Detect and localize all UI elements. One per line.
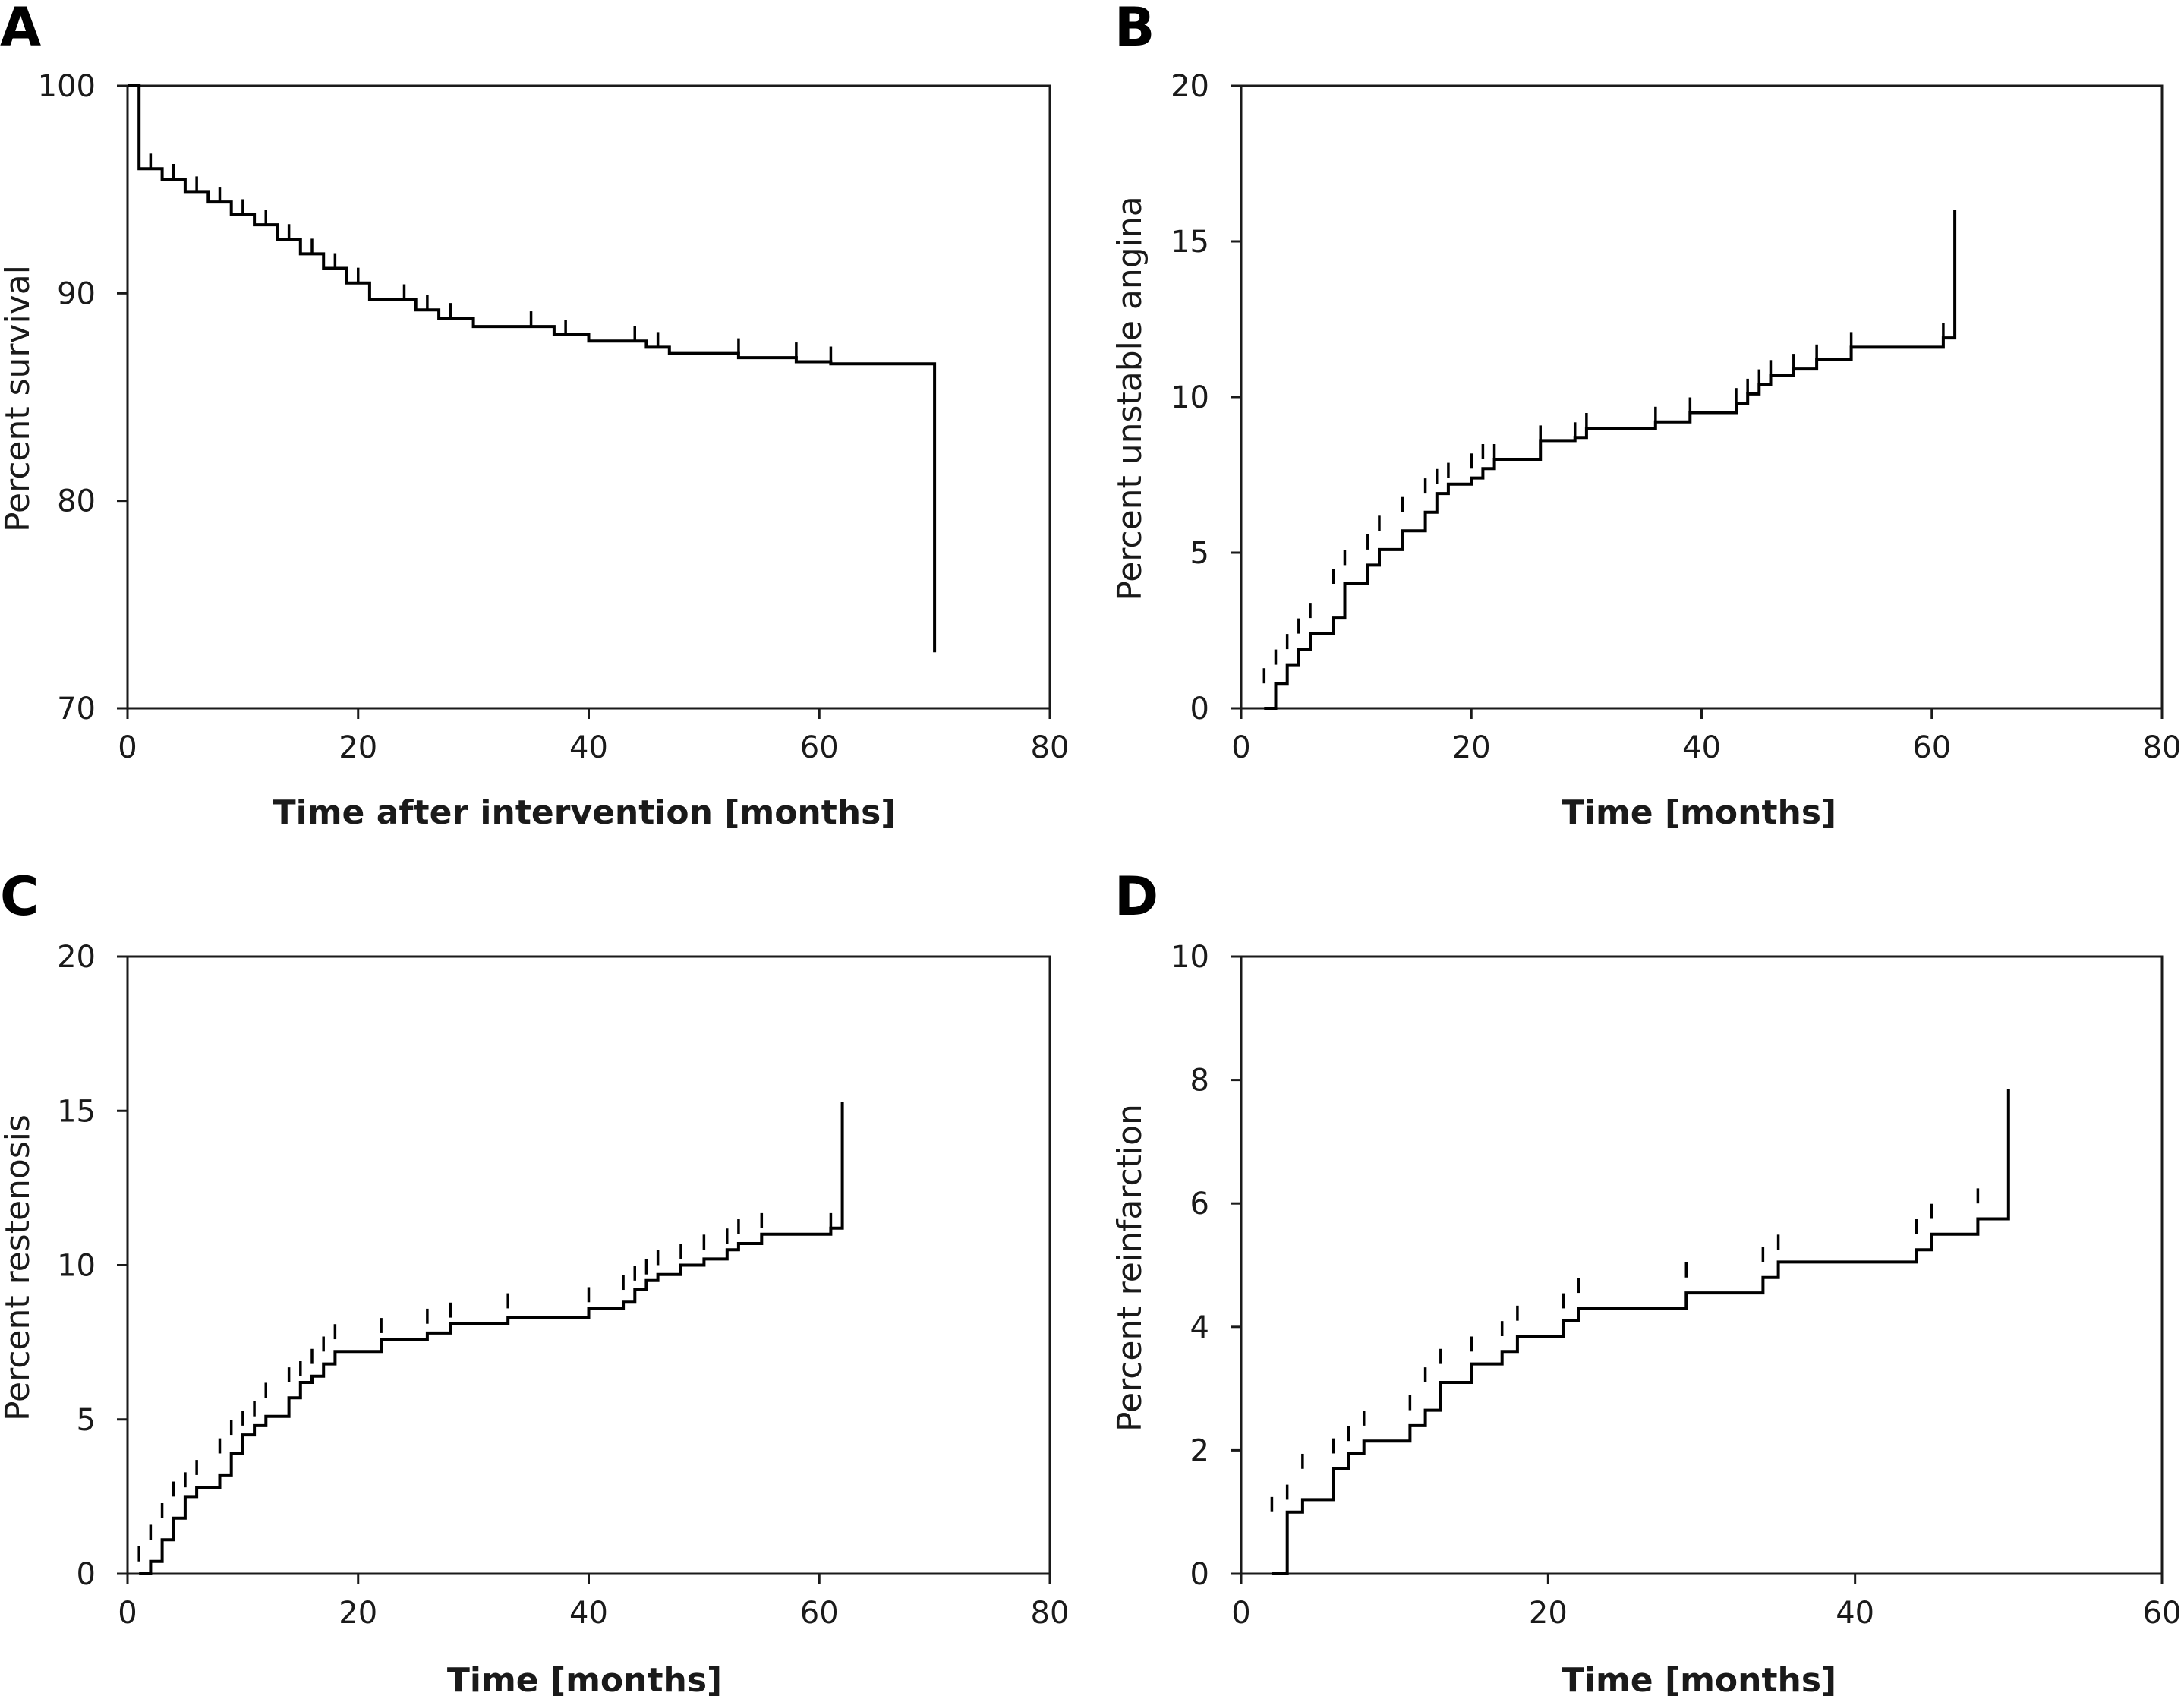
panel-d-y-tick-label: 6 [1190,1187,1209,1221]
panel-d-ylabel: Percent reinfarction [1111,1104,1149,1432]
panel-c-y-tick-label: 20 [57,940,96,975]
panel-c-y-tick-label: 15 [57,1094,96,1129]
panel-b-letter: B [1114,0,1155,58]
panel-c-x-tick-label: 60 [800,1596,839,1631]
panel-a-x-tick-label: 20 [339,730,377,765]
panel-c-x-tick-label: 40 [569,1596,608,1631]
panel-c-frame [126,955,1051,1575]
panel-b-y-tick-label: 15 [1171,225,1209,260]
panel-b-x-tick-label: 20 [1452,730,1491,765]
panel-d-y-tick-label: 0 [1190,1557,1209,1592]
panel-b-frame [1240,84,2164,710]
panel-b-x-tick-label: 40 [1682,730,1721,765]
panel-c-letter: C [0,865,39,928]
panel-d-letter: D [1114,865,1158,928]
panel-b-xlabel: Time [months] [1562,793,1836,832]
panel-d-x-tick-label: 60 [2143,1596,2182,1631]
panel-d-frame [1240,955,2164,1575]
panel-d-x-tick-label: 40 [1836,1596,1874,1631]
panel-d-x-tick-label: 0 [1231,1596,1250,1631]
panel-d-y-tick-label: 2 [1190,1433,1209,1468]
panel-a-y-tick-label: 70 [57,692,96,727]
panel-b-x-tick-label: 0 [1231,730,1250,765]
panel-a-frame [126,84,1051,710]
panel-b: B 0 20 40 60 80 0 5 10 15 20 Percent unstable ang… [1111,0,2181,832]
panel-c-ylabel: Percent restenosis [0,1114,37,1421]
panel-a-x-tick-label: 80 [1031,730,1070,765]
panel-c-km-curve [139,1102,844,1575]
panel-b-plot: 0 20 40 60 80 0 5 10 15 20 [1171,69,2181,765]
panel-a-x-tick-label: 40 [569,730,608,765]
panel-a-y-tick-label: 80 [57,484,96,519]
panel-a-ylabel: Percent survival [0,265,37,532]
panel-a-letter: A [0,0,41,58]
panel-a: A 0 20 40 60 80 70 80 90 100 Percent survival Ti… [0,0,1069,832]
panel-b-x-tick-label: 60 [1912,730,1951,765]
panel-b-y-tick-label: 20 [1171,69,1209,104]
panel-c-plot: 0 20 40 60 80 0 5 10 15 20 [57,940,1069,1631]
panel-a-y-tick-label: 100 [38,69,96,104]
panel-b-ylabel: Percent unstable angina [1111,196,1149,601]
panel-d-x-tick-label: 20 [1529,1596,1568,1631]
panel-a-xlabel: Time after intervention [months] [273,793,897,832]
panel-b-x-tick-label: 80 [2143,730,2182,765]
panel-b-y-tick-label: 0 [1190,692,1209,727]
panel-c-y-tick-label: 10 [57,1249,96,1284]
panel-d-km-curve [1272,1089,2010,1575]
panel-d-plot: 0 20 40 60 0 2 4 6 8 10 [1171,940,2181,1631]
panel-c-x-tick-label: 20 [339,1596,377,1631]
panel-a-x-tick-label: 0 [118,730,137,765]
panel-c-x-tick-label: 0 [118,1596,137,1631]
panel-a-x-tick-label: 60 [800,730,839,765]
panel-a-y-tick-label: 90 [57,276,96,311]
panel-c: C 0 20 40 60 80 0 5 10 15 20 Percent restenosis T… [0,865,1069,1699]
panel-b-y-tick-label: 5 [1190,536,1209,571]
panel-c-xlabel: Time [months] [447,1661,722,1699]
panel-a-plot: 0 20 40 60 80 70 80 90 100 [38,69,1070,765]
panel-d-xlabel: Time [months] [1562,1661,1836,1699]
panel-d-y-tick-label: 10 [1171,940,1209,975]
panel-b-km-curve [1264,210,1957,710]
panel-d-y-tick-label: 4 [1190,1310,1209,1345]
panel-c-y-tick-label: 5 [77,1403,96,1438]
panel-b-y-tick-label: 10 [1171,380,1209,415]
panel-d: D 0 20 40 60 0 2 4 6 8 10 Percent reinfarction Ti… [1111,865,2181,1699]
panel-d-y-tick-label: 8 [1190,1064,1209,1099]
panel-c-y-tick-label: 0 [77,1557,96,1592]
panel-c-x-tick-label: 80 [1031,1596,1070,1631]
panel-a-km-curve [128,84,937,653]
